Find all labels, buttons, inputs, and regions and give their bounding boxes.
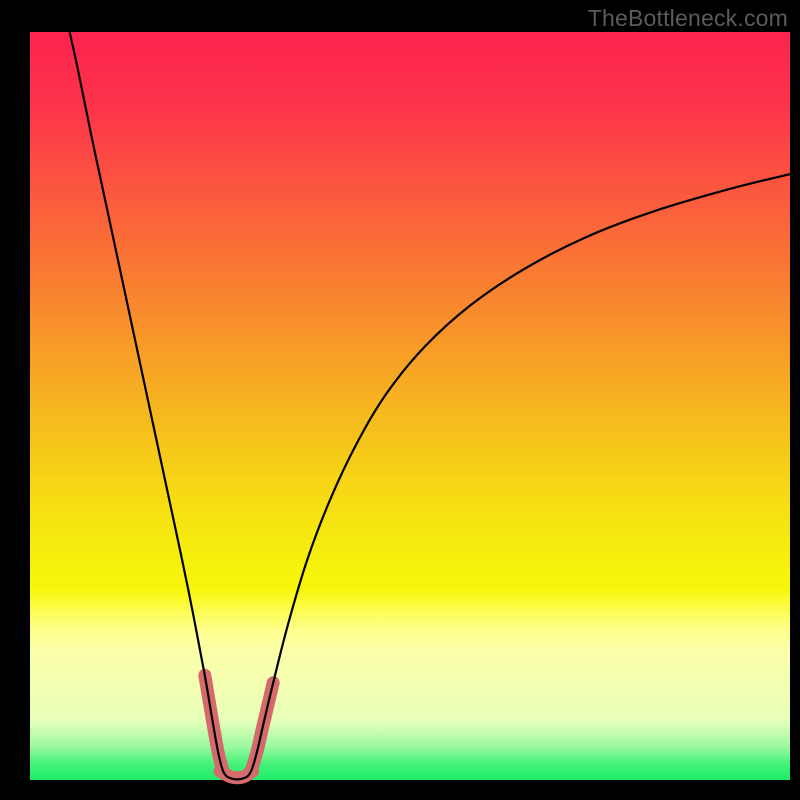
bottleneck-curve — [68, 25, 790, 780]
outer-frame: TheBottleneck.com — [0, 0, 800, 800]
plot-area — [30, 32, 790, 780]
watermark-text: TheBottleneck.com — [588, 5, 788, 32]
chart-svg — [30, 32, 790, 780]
